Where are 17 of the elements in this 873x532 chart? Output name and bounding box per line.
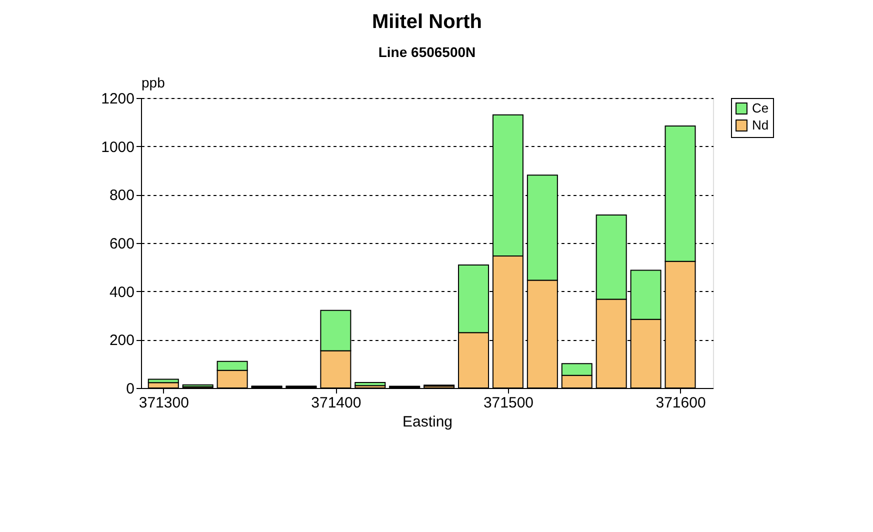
x-tick-label: 371500 bbox=[483, 394, 534, 412]
x-tick-label: 371300 bbox=[138, 394, 189, 412]
x-tick-label: 371400 bbox=[311, 394, 362, 412]
y-tick-label: 800 bbox=[109, 187, 134, 204]
chart-title: Miitel North bbox=[372, 11, 482, 33]
y-tick-label: 0 bbox=[126, 380, 134, 398]
y-tick-label: 1200 bbox=[101, 90, 134, 108]
y-axis-title: ppb bbox=[142, 74, 166, 90]
chart-subtitle: Line 6506500N bbox=[378, 44, 476, 60]
legend-label: Ce bbox=[752, 100, 769, 116]
y-tick-label: 1000 bbox=[101, 138, 134, 156]
legend-label: Nd bbox=[752, 118, 769, 132]
x-tick-label: 371600 bbox=[656, 394, 706, 412]
y-tick-label: 200 bbox=[109, 332, 134, 350]
y-tick-label: 600 bbox=[109, 236, 134, 252]
x-axis-title: Easting bbox=[402, 414, 453, 430]
y-tick-label: 400 bbox=[109, 284, 134, 301]
